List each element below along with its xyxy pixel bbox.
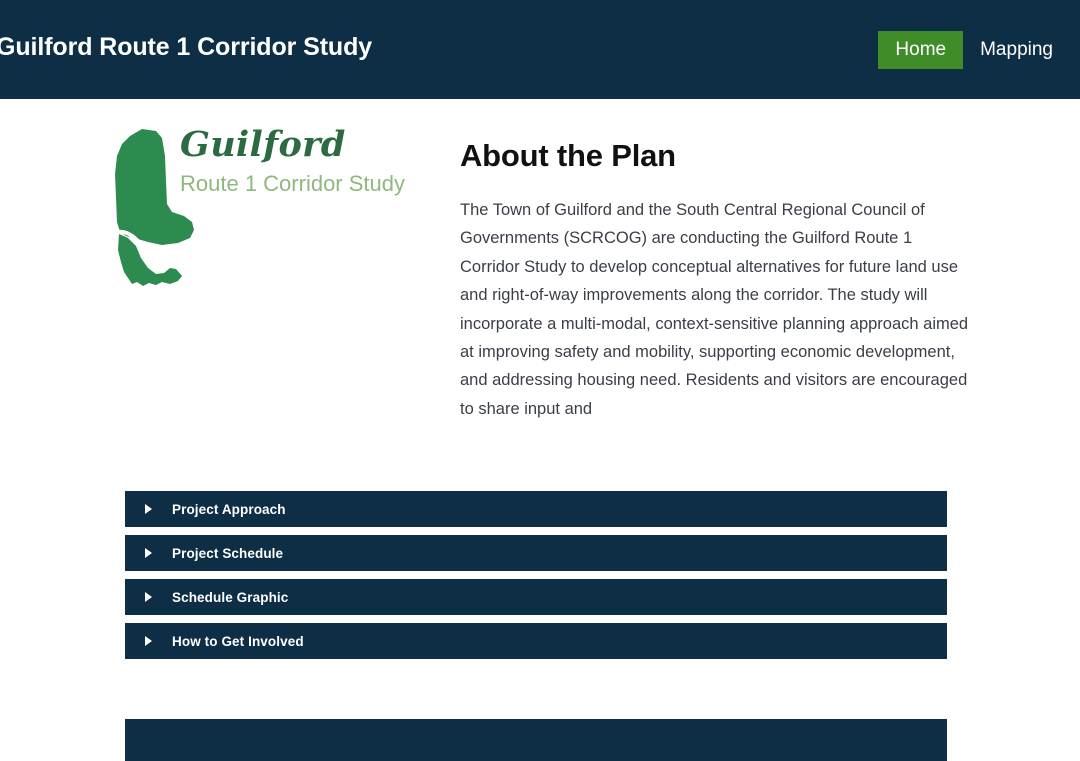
main-content: Guilford Route 1 Corridor Study About th… (0, 99, 1080, 761)
chevron-right-icon (145, 592, 152, 602)
about-body-text: The Town of Guilford and the South Centr… (460, 201, 969, 418)
guilford-town-map-icon (114, 129, 194, 286)
nav-item-home[interactable]: Home (878, 31, 964, 69)
logo-subtitle: Route 1 Corridor Study (180, 171, 405, 196)
nav-item-mapping[interactable]: Mapping (980, 39, 1053, 60)
accordion-panel-body (125, 719, 947, 761)
accordion-item-label: Project Approach (172, 501, 286, 517)
about-heading: About the Plan (460, 138, 676, 173)
chevron-right-icon (145, 504, 152, 514)
logo-text-block: Guilford Route 1 Corridor Study (180, 127, 450, 196)
chevron-right-icon (145, 548, 152, 558)
about-section: About the Plan The Town of Guilford and … (460, 138, 980, 423)
main-nav: Home Mapping (878, 31, 1070, 69)
page-title: Guilford Route 1 Corridor Study (0, 33, 373, 61)
accordion-item-project-approach[interactable]: Project Approach (125, 491, 947, 527)
accordion-item-label: Project Schedule (172, 545, 284, 561)
accordion-list: Project Approach Project Schedule Schedu… (125, 491, 947, 659)
chevron-right-icon (145, 636, 152, 646)
site-header: Guilford Route 1 Corridor Study Home Map… (0, 0, 1080, 99)
accordion-item-how-to-get-involved[interactable]: How to Get Involved (125, 623, 947, 659)
accordion-item-schedule-graphic[interactable]: Schedule Graphic (125, 579, 947, 615)
logo-wordmark: Guilford (180, 124, 346, 165)
accordion-item-label: Schedule Graphic (172, 589, 289, 605)
accordion-item-project-schedule[interactable]: Project Schedule (125, 535, 947, 571)
site-logo[interactable]: Guilford Route 1 Corridor Study (108, 121, 448, 296)
accordion-item-label: How to Get Involved (172, 633, 304, 649)
